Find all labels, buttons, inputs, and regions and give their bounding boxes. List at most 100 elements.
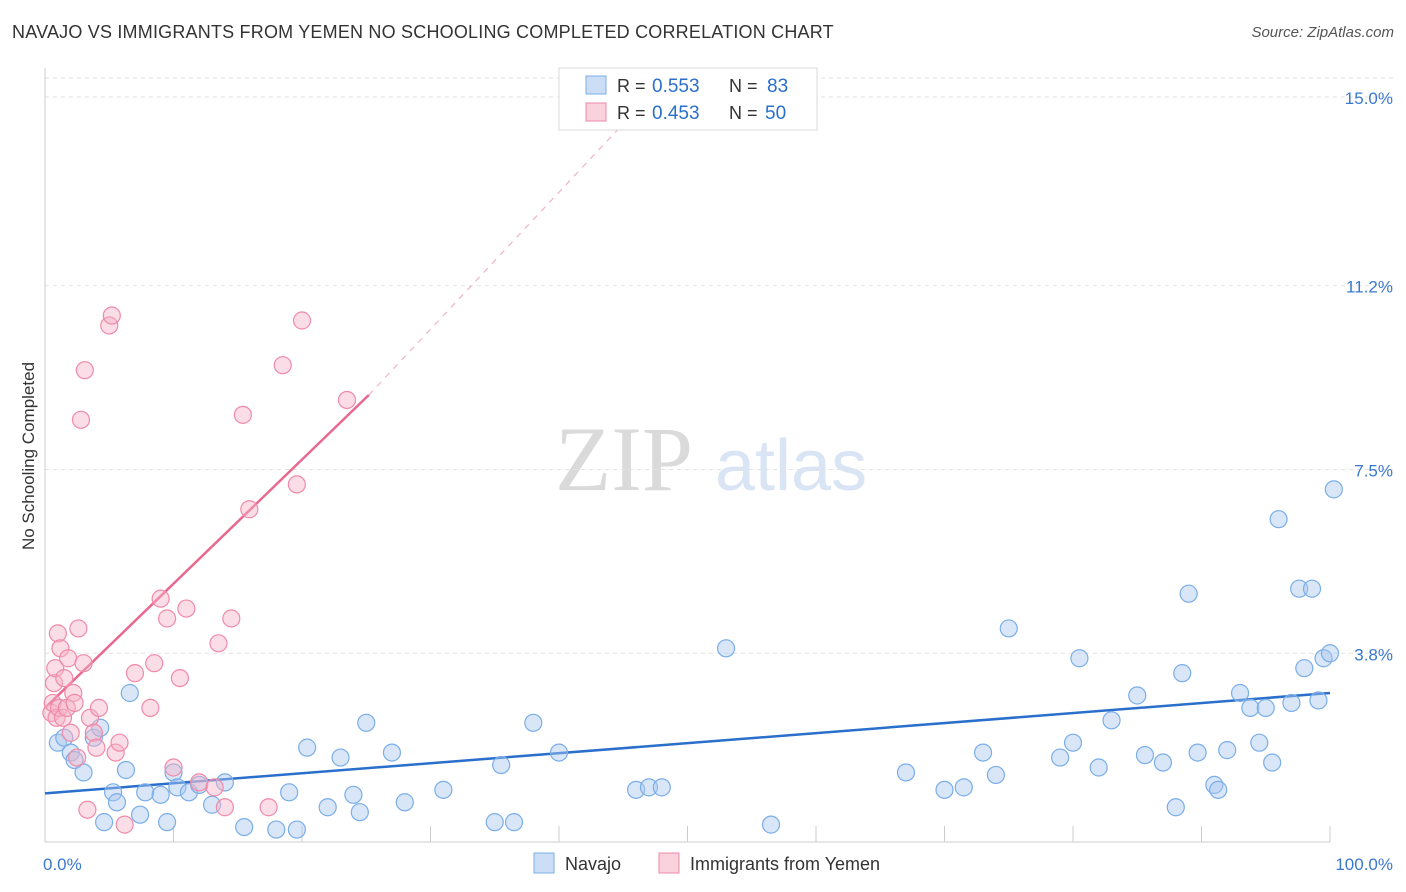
point-0-12	[130, 805, 150, 824]
point-0-30	[350, 803, 369, 822]
point-0-46	[935, 780, 954, 799]
point-0-53	[1070, 649, 1089, 668]
point-0-71	[1269, 510, 1288, 529]
point-0-51	[1051, 748, 1070, 767]
point-0-58	[1153, 753, 1173, 772]
point-0-24	[280, 783, 299, 802]
x-tick-label-0: 0.0%	[43, 855, 82, 874]
point-1-20	[78, 800, 97, 819]
point-1-35	[164, 758, 183, 777]
legend-r-label-2: R =	[617, 103, 646, 123]
tick-labels: 3.8% 7.5% 11.2% 15.0% 0.0% 100.0%	[43, 89, 1393, 874]
watermark-atlas: atlas	[715, 426, 867, 506]
point-1-32	[145, 654, 164, 673]
point-0-23	[267, 820, 286, 839]
point-0-65	[1218, 741, 1237, 760]
point-0-15	[157, 813, 177, 832]
point-1-3	[46, 659, 65, 678]
point-0-42	[652, 778, 671, 797]
point-0-34	[434, 780, 453, 799]
point-1-9	[55, 668, 74, 688]
point-1-8	[53, 708, 73, 727]
point-1-2	[44, 673, 64, 693]
point-0-16	[164, 763, 183, 782]
trend-lines	[44, 116, 1331, 795]
point-1-23	[87, 738, 106, 757]
gridlines	[45, 77, 1395, 654]
point-1-39	[205, 778, 224, 797]
y-tick-label-0: 3.8%	[1354, 645, 1393, 664]
point-0-3	[65, 750, 84, 770]
point-1-19	[75, 361, 94, 380]
point-0-38	[524, 713, 543, 732]
point-0-50	[999, 619, 1018, 638]
point-0-56	[1128, 686, 1147, 705]
point-0-59	[1166, 798, 1185, 817]
point-1-47	[287, 475, 306, 494]
watermark-zip: ZIP	[555, 408, 693, 510]
point-1-46	[273, 356, 292, 375]
point-0-25	[287, 820, 306, 839]
legend-n-value-1: 83	[767, 76, 788, 97]
data-points	[42, 306, 1343, 839]
legend-swatch-navajo	[585, 75, 607, 95]
trend-line-dashed-1	[368, 116, 631, 396]
point-0-33	[395, 793, 414, 812]
legend-bottom-swatch-yemen	[658, 852, 680, 874]
point-0-45	[896, 763, 916, 782]
point-0-8	[104, 783, 123, 802]
point-1-49	[337, 390, 357, 410]
y-tick-label-3: 15.0%	[1345, 89, 1393, 108]
point-0-43	[716, 639, 736, 658]
legend-n-value-2: 50	[765, 103, 786, 124]
point-0-31	[357, 713, 376, 732]
point-0-28	[331, 748, 350, 767]
point-1-16	[69, 619, 88, 638]
point-1-41	[215, 798, 234, 817]
point-1-38	[190, 773, 209, 792]
point-1-14	[65, 693, 84, 713]
point-1-44	[240, 500, 259, 519]
point-0-35	[485, 813, 504, 832]
point-0-57	[1135, 745, 1155, 765]
point-0-79	[1324, 480, 1343, 499]
point-0-26	[298, 738, 317, 757]
legend-bottom-swatch-navajo	[533, 852, 555, 874]
point-1-29	[115, 815, 134, 834]
legend-r-label-1: R =	[617, 76, 646, 96]
point-0-54	[1089, 758, 1108, 777]
point-1-26	[102, 306, 121, 325]
chart-title: NAVAJO VS IMMIGRANTS FROM YEMEN NO SCHOO…	[12, 22, 834, 42]
axes	[44, 68, 1331, 843]
point-0-66	[1230, 683, 1250, 703]
point-0-67	[1241, 698, 1260, 718]
point-0-64	[1209, 780, 1228, 799]
point-0-74	[1295, 659, 1314, 678]
legend-n-label-1: N =	[729, 76, 758, 96]
legend-stats: R = 0.553 N = 83 R = 0.453 N = 50	[558, 67, 818, 131]
point-0-69	[1256, 698, 1275, 718]
point-1-30	[125, 664, 145, 683]
point-0-73	[1290, 579, 1309, 598]
y-axis-label: No Schooling Completed	[19, 362, 38, 550]
point-0-41	[639, 778, 659, 797]
point-0-10	[116, 760, 136, 780]
point-0-44	[761, 815, 781, 834]
point-1-48	[292, 311, 312, 330]
point-0-17	[168, 778, 187, 797]
point-0-48	[973, 743, 993, 762]
point-0-32	[382, 743, 402, 762]
point-1-11	[59, 649, 78, 668]
point-0-60	[1173, 664, 1192, 683]
point-0-78	[1320, 644, 1340, 663]
point-0-61	[1179, 584, 1198, 603]
point-1-15	[68, 748, 87, 767]
trend-line-1	[44, 394, 370, 709]
point-1-24	[89, 698, 109, 718]
point-0-75	[1302, 579, 1322, 598]
trend-line-0	[44, 691, 1331, 795]
point-1-28	[110, 733, 129, 752]
point-1-45	[259, 798, 278, 817]
point-0-70	[1263, 753, 1282, 772]
